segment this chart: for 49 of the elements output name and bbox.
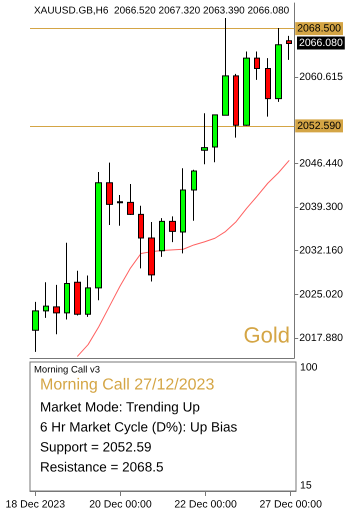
text: 2066.080 — [299, 36, 343, 49]
category-label: 27 Dec 00:00 — [259, 498, 322, 510]
candlestick — [201, 112, 208, 165]
candlestick — [265, 58, 271, 118]
candlestick — [159, 218, 165, 258]
candlestick — [64, 242, 70, 320]
category-label: 22 Dec 00:00 — [174, 498, 237, 510]
candlestick — [191, 169, 197, 222]
candlestick — [53, 284, 60, 335]
ref-line-label: 2068.500 — [297, 22, 342, 35]
candlestick — [74, 270, 81, 316]
candlestick — [275, 28, 282, 102]
y-tick-label: 2032.160 — [299, 244, 344, 257]
candlestick — [180, 168, 186, 254]
y-tick-label: 2025.020 — [299, 288, 344, 300]
candlestick — [286, 35, 292, 60]
y-tick-label: 2017.880 — [299, 332, 344, 344]
text: Morning Call v3 — [34, 364, 100, 376]
y-tick-label: 2039.300 — [299, 201, 344, 214]
candlestick — [222, 18, 229, 116]
chart-title: XAUUSD.GB,H6 2066.520 2067.320 2063.390 2066.080 — [34, 6, 290, 16]
y-tick-label: 2060.615 — [299, 70, 344, 83]
text: Market Mode: Trending Up — [40, 400, 200, 414]
candlestick — [43, 282, 49, 318]
text: 6 Hr Market Cycle (D%): Up Bias — [40, 420, 238, 434]
candlestick — [127, 183, 134, 216]
candlestick — [32, 301, 39, 352]
text: Morning Call 27/12/2023 — [40, 376, 214, 394]
category-label: 18 Dec 2023 — [6, 498, 66, 510]
candlestick — [85, 274, 91, 318]
candlestick — [106, 162, 113, 226]
text: 15 — [300, 480, 312, 492]
category-label: 20 Dec 00:00 — [89, 498, 152, 510]
text: Resistance = 2068.5 — [40, 460, 164, 474]
candlestick — [95, 172, 102, 301]
text: Support = 2052.59 — [40, 440, 152, 454]
candlestick — [254, 51, 260, 80]
ref-line-label: 2052.590 — [297, 120, 342, 132]
candlestick — [169, 216, 176, 243]
line-series — [77, 160, 290, 357]
text: 100 — [300, 362, 318, 374]
y-tick-label: 2046.440 — [299, 157, 344, 170]
annotation: Gold — [244, 322, 290, 348]
candlestick — [148, 222, 155, 282]
candlestick — [117, 194, 123, 226]
candlestick — [138, 205, 144, 269]
candlestick — [233, 73, 239, 138]
candlestick — [243, 51, 250, 126]
candlestick — [212, 114, 218, 163]
